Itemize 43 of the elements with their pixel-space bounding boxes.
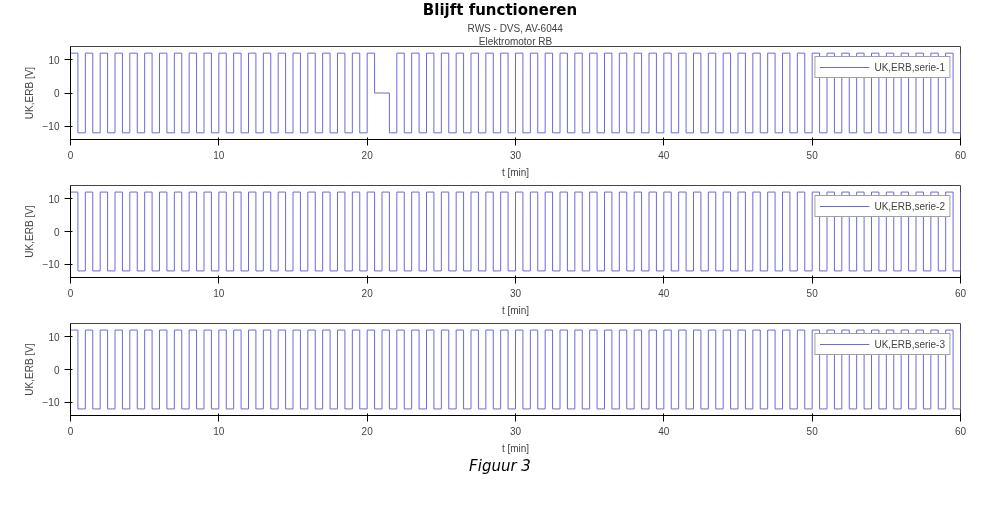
x-tick-label: 30 bbox=[509, 425, 522, 437]
text: Blijft functioneren bbox=[422, 0, 578, 20]
y-tick-label: 0 bbox=[53, 364, 60, 376]
x-axis-title: t [min] bbox=[501, 442, 530, 454]
x-tick-label: 50 bbox=[806, 287, 819, 299]
x-axis-title: t [min] bbox=[501, 304, 530, 316]
chart-subtitle: Elektromotor RB bbox=[478, 35, 553, 47]
x-tick-label: 30 bbox=[509, 149, 522, 161]
x-tick-label: 30 bbox=[509, 287, 522, 299]
legend-label: UK,ERB,serie-2 bbox=[874, 200, 945, 212]
y-tick-label: 0 bbox=[53, 226, 60, 238]
x-tick-label: 60 bbox=[954, 287, 967, 299]
x-tick-label: 60 bbox=[954, 425, 967, 437]
x-tick-label: 20 bbox=[361, 287, 374, 299]
x-axis-title: t [min] bbox=[501, 166, 530, 178]
chart-title: RWS - DVS, AV-6044 bbox=[467, 22, 564, 34]
x-tick-label: 20 bbox=[361, 149, 374, 161]
x-tick-label: 10 bbox=[213, 425, 225, 437]
y-axis-title: UK,ERB [V] bbox=[23, 66, 35, 120]
x-tick-label: 50 bbox=[806, 149, 819, 161]
y-axis-title: UK,ERB [V] bbox=[23, 205, 35, 258]
legend-label: UK,ERB,serie-3 bbox=[874, 338, 945, 350]
y-tick-label: 10 bbox=[48, 193, 60, 205]
x-tick-label: 10 bbox=[213, 149, 225, 161]
x-tick-label: 20 bbox=[361, 425, 374, 437]
x-tick-label: 10 bbox=[213, 287, 225, 299]
x-tick-label: 40 bbox=[658, 149, 670, 161]
x-tick-label: 0 bbox=[67, 149, 74, 161]
x-tick-label: 60 bbox=[954, 149, 967, 161]
x-tick-label: 50 bbox=[806, 425, 819, 437]
x-tick-label: 40 bbox=[658, 425, 670, 437]
y-tick-label: 10 bbox=[48, 331, 60, 343]
x-tick-label: 0 bbox=[67, 287, 74, 299]
y-tick-label: 0 bbox=[53, 88, 60, 99]
y-tick-label: −10 bbox=[42, 121, 60, 133]
y-tick-label: −10 bbox=[42, 259, 60, 271]
y-axis-title: UK,ERB [V] bbox=[23, 343, 35, 396]
y-tick-label: 10 bbox=[48, 54, 60, 66]
text: Figuur 3 bbox=[469, 456, 531, 476]
x-tick-label: 0 bbox=[67, 425, 74, 437]
x-tick-label: 40 bbox=[658, 287, 670, 299]
legend-label: UK,ERB,serie-1 bbox=[874, 61, 945, 73]
y-tick-label: −10 bbox=[42, 397, 60, 409]
